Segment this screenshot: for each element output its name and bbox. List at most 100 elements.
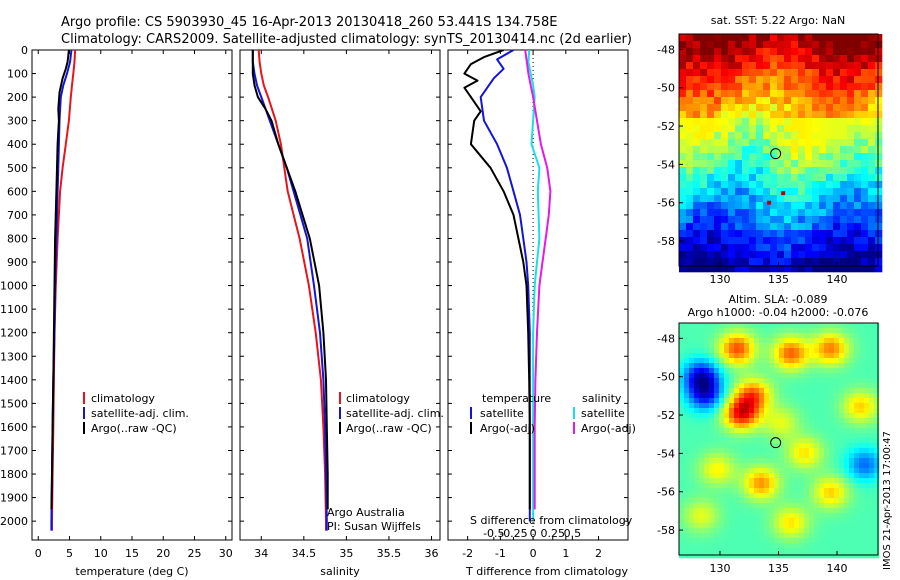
heatmap-cell — [844, 548, 850, 554]
heatmap-cell — [854, 230, 862, 238]
heatmap-cell — [864, 508, 870, 514]
heatmap-cell — [861, 265, 869, 273]
heatmap-cell — [679, 398, 685, 404]
heatmap-cell — [764, 498, 770, 504]
heatmap-cell — [739, 533, 745, 539]
heatmap-cell — [694, 418, 700, 424]
heatmap-cell — [756, 181, 764, 189]
heatmap-cell — [844, 413, 850, 419]
heatmap-cell — [794, 458, 800, 464]
heatmap-cell — [833, 209, 841, 217]
heatmap-cell — [844, 528, 850, 534]
heatmap-cell — [749, 69, 757, 77]
heatmap-cell — [819, 216, 827, 224]
heatmap-cell — [744, 543, 750, 549]
heatmap-cell — [729, 408, 735, 414]
heatmap-cell — [756, 132, 764, 140]
heatmap-cell — [704, 488, 710, 494]
heatmap-cell — [814, 383, 820, 389]
heatmap-cell — [694, 533, 700, 539]
heatmap-cell — [826, 111, 834, 119]
heatmap-cell — [791, 195, 799, 203]
heatmap-cell — [686, 153, 694, 161]
heatmap-cell — [721, 251, 729, 259]
heatmap-cell — [679, 438, 685, 444]
heatmap-cell — [689, 493, 695, 499]
series-line-s-satellite — [527, 50, 541, 522]
heatmap-cell — [749, 118, 757, 126]
heatmap-cell — [824, 543, 830, 549]
heatmap-cell — [734, 423, 740, 429]
sla-map-title-line1: Altim. SLA: -0.089 — [728, 293, 827, 306]
heatmap-cell — [694, 483, 700, 489]
heatmap-cell — [686, 83, 694, 91]
heatmap-cell — [749, 76, 757, 84]
heatmap-cell — [794, 508, 800, 514]
heatmap-cell — [756, 251, 764, 259]
heatmap-cell — [864, 518, 870, 524]
heatmap-cell — [714, 244, 722, 252]
heatmap-cell — [869, 533, 875, 539]
heatmap-cell — [744, 378, 750, 384]
heatmap-cell — [814, 323, 820, 329]
heatmap-cell — [805, 41, 813, 49]
heatmap-cell — [749, 478, 755, 484]
heatmap-cell — [784, 428, 790, 434]
heatmap-cell — [749, 548, 755, 554]
heatmap-cell — [840, 41, 848, 49]
y-tick-label: 1600 — [0, 421, 28, 434]
y-tick-label: 1300 — [0, 350, 28, 363]
heatmap-cell — [794, 548, 800, 554]
heatmap-cell — [784, 265, 792, 273]
heatmap-cell — [819, 153, 827, 161]
heatmap-cell — [704, 413, 710, 419]
heatmap-cell — [689, 498, 695, 504]
heatmap-cell — [689, 428, 695, 434]
heatmap-cell — [707, 62, 715, 70]
heatmap-cell — [749, 488, 755, 494]
heatmap-cell — [869, 393, 875, 399]
heatmap-cell — [754, 508, 760, 514]
heatmap-cell — [754, 483, 760, 489]
heatmap-cell — [868, 132, 876, 140]
heatmap-cell — [734, 498, 740, 504]
heatmap-cell — [694, 428, 700, 434]
heatmap-cell — [719, 458, 725, 464]
heatmap-cell — [794, 553, 800, 559]
heatmap-cell — [763, 258, 771, 266]
heatmap-cell — [756, 160, 764, 168]
heatmap-cell — [754, 388, 760, 394]
heatmap-cell — [854, 34, 862, 42]
heatmap-cell — [875, 125, 883, 133]
heatmap-cell — [849, 323, 855, 329]
heatmap-cell — [794, 498, 800, 504]
heatmap-cell — [779, 448, 785, 454]
heatmap-cell — [791, 230, 799, 238]
heatmap-cell — [794, 528, 800, 534]
heatmap-cell — [834, 553, 840, 559]
heatmap-cell — [729, 493, 735, 499]
heatmap-cell — [779, 458, 785, 464]
heatmap-cell — [779, 413, 785, 419]
heatmap-cell — [763, 146, 771, 154]
heatmap-cell — [684, 543, 690, 549]
heatmap-cell — [754, 433, 760, 439]
heatmap-cell — [684, 533, 690, 539]
heatmap-cell — [819, 237, 827, 245]
heatmap-cell — [728, 223, 736, 231]
heatmap-cell — [684, 528, 690, 534]
heatmap-cell — [798, 76, 806, 84]
heatmap-cell — [769, 423, 775, 429]
heatmap-cell — [754, 333, 760, 339]
heatmap-cell — [779, 493, 785, 499]
heatmap-cell — [824, 468, 830, 474]
heatmap-cell — [784, 153, 792, 161]
heatmap-cell — [859, 383, 865, 389]
heatmap-cell — [714, 223, 722, 231]
heatmap-cell — [764, 508, 770, 514]
heatmap-cell — [769, 398, 775, 404]
heatmap-cell — [699, 363, 705, 369]
heatmap-cell — [694, 373, 700, 379]
heatmap-cell — [749, 413, 755, 419]
heatmap-cell — [859, 433, 865, 439]
